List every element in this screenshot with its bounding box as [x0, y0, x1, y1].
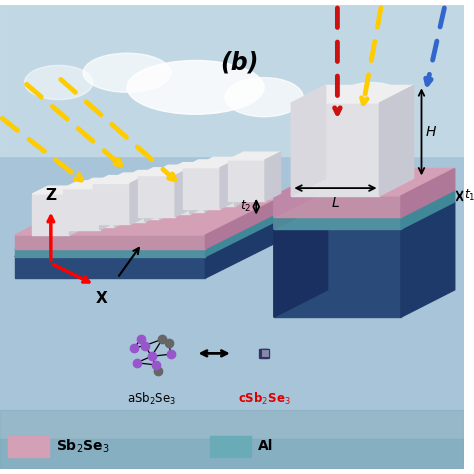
Polygon shape [167, 163, 220, 171]
Polygon shape [15, 235, 205, 249]
Bar [0, 439, 464, 469]
Polygon shape [159, 171, 175, 219]
Polygon shape [138, 168, 191, 175]
Polygon shape [205, 222, 274, 278]
Bar [8, 436, 49, 457]
Polygon shape [93, 183, 130, 225]
Polygon shape [77, 186, 114, 227]
Polygon shape [15, 249, 205, 256]
Polygon shape [274, 169, 455, 196]
Polygon shape [274, 190, 328, 229]
Polygon shape [145, 173, 160, 222]
Polygon shape [204, 163, 220, 211]
Text: Z: Z [46, 188, 56, 203]
Polygon shape [274, 169, 328, 218]
Polygon shape [183, 160, 236, 168]
Ellipse shape [25, 65, 93, 100]
Text: $t_2$: $t_2$ [240, 199, 251, 214]
Polygon shape [63, 189, 100, 230]
Polygon shape [122, 178, 159, 219]
Polygon shape [175, 168, 191, 217]
Polygon shape [274, 229, 401, 317]
Polygon shape [138, 175, 175, 217]
Polygon shape [292, 85, 326, 196]
Text: Sb$_2$Se$_3$: Sb$_2$Se$_3$ [56, 438, 109, 455]
Bar [0, 410, 464, 469]
Ellipse shape [127, 61, 264, 114]
Polygon shape [69, 186, 85, 235]
Polygon shape [183, 168, 220, 209]
Polygon shape [15, 215, 274, 249]
Polygon shape [63, 181, 115, 189]
Polygon shape [77, 178, 130, 186]
Polygon shape [401, 190, 455, 229]
Polygon shape [153, 173, 190, 214]
Ellipse shape [83, 53, 171, 92]
Polygon shape [190, 165, 205, 214]
Polygon shape [228, 160, 265, 201]
Polygon shape [265, 152, 281, 201]
Polygon shape [32, 186, 85, 194]
Bar [0, 5, 464, 156]
Text: $L$: $L$ [331, 196, 340, 210]
Polygon shape [274, 196, 401, 218]
Polygon shape [205, 215, 274, 256]
Polygon shape [274, 190, 455, 218]
Text: (b): (b) [220, 51, 259, 75]
Polygon shape [401, 169, 455, 218]
Polygon shape [130, 175, 146, 225]
Polygon shape [100, 181, 115, 230]
Polygon shape [292, 85, 414, 103]
Polygon shape [198, 165, 235, 206]
Polygon shape [167, 171, 204, 211]
Polygon shape [108, 181, 145, 222]
Polygon shape [32, 194, 69, 235]
Polygon shape [292, 103, 380, 196]
Text: cSb$_2$Se$_3$: cSb$_2$Se$_3$ [238, 391, 291, 407]
Polygon shape [380, 85, 414, 196]
Polygon shape [235, 157, 250, 206]
Ellipse shape [225, 78, 303, 117]
Text: Al: Al [258, 439, 273, 453]
Polygon shape [15, 201, 274, 235]
Polygon shape [401, 202, 455, 317]
Polygon shape [228, 152, 281, 160]
Polygon shape [15, 222, 274, 256]
Polygon shape [220, 160, 236, 209]
Text: $t_1$: $t_1$ [464, 188, 474, 203]
Polygon shape [274, 202, 328, 317]
Polygon shape [274, 218, 401, 229]
Text: $H$: $H$ [425, 125, 438, 139]
Text: X: X [96, 291, 108, 306]
Polygon shape [122, 171, 175, 178]
Polygon shape [274, 202, 455, 229]
Polygon shape [114, 178, 130, 227]
Ellipse shape [332, 82, 411, 131]
Polygon shape [205, 201, 274, 249]
Polygon shape [15, 256, 205, 278]
Bar [210, 436, 251, 457]
Polygon shape [153, 165, 205, 173]
Text: aSb$_2$Se$_3$: aSb$_2$Se$_3$ [127, 391, 176, 407]
Polygon shape [198, 157, 250, 165]
Polygon shape [93, 175, 146, 183]
Polygon shape [108, 173, 160, 181]
